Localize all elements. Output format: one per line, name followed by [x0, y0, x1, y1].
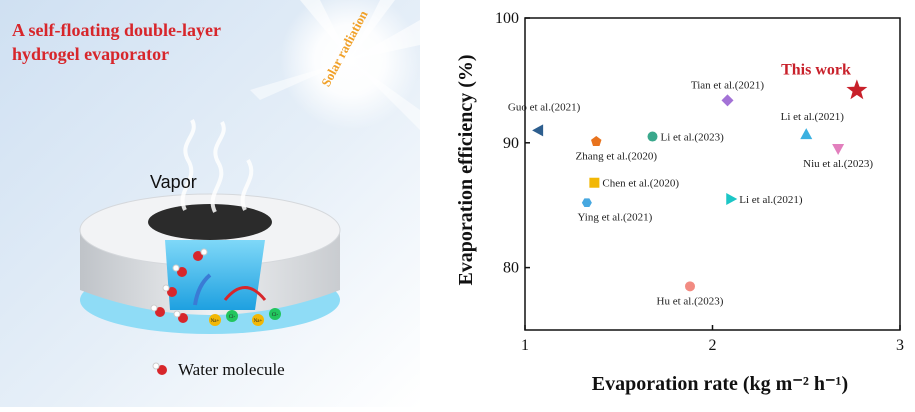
- data-label: Li et al.(2023): [661, 132, 725, 144]
- x-tick-label: 1: [521, 337, 529, 354]
- vapor-label: Vapor: [150, 172, 197, 192]
- y-tick-label: 80: [503, 260, 519, 277]
- data-point: [846, 79, 868, 100]
- illustration-graphic: Na+ Cl- Na+ Cl-: [0, 0, 420, 407]
- y-axis-label: Evaporation efficiency (%): [455, 54, 477, 285]
- y-tick-label: 90: [503, 135, 519, 152]
- ion-label: Na+: [211, 319, 220, 324]
- data-point: [589, 177, 600, 188]
- water-molecule-legend-icon: [157, 365, 167, 375]
- evaporation-chart: 1 2 3 80 90 100 This work Tian et al.(2021) Guo…: [420, 0, 915, 407]
- data-label: Chen et al.(2020): [602, 178, 679, 190]
- data-label: Tian et al.(2021): [691, 79, 765, 91]
- vapor-icon: [180, 119, 254, 213]
- sun-icon: [280, 0, 420, 130]
- data-label: Li et al.(2021): [739, 194, 803, 206]
- x-tick-label: 2: [709, 337, 717, 354]
- data-point: [647, 131, 658, 142]
- data-point: [800, 128, 813, 140]
- data-label: Zhang et al.(2020): [575, 151, 657, 163]
- water-molecule-icons: [150, 248, 208, 323]
- data-point: [581, 198, 592, 208]
- data-label: Hu et al.(2023): [657, 295, 724, 307]
- data-point: [726, 192, 738, 205]
- data-label: Li et al.(2021): [781, 111, 845, 123]
- water-section: [165, 240, 265, 310]
- data-point: [721, 94, 734, 107]
- evaporation-surface: [148, 204, 272, 240]
- chart-marks: This work Tian et al.(2021) Guo et al.(202…: [508, 61, 874, 307]
- data-point: [685, 281, 695, 292]
- data-point: [832, 144, 845, 156]
- ion-label: Cl-: [229, 315, 236, 320]
- data-label: Guo et al.(2021): [508, 101, 581, 113]
- ion-label: Na+: [254, 319, 263, 324]
- data-point: [532, 124, 544, 137]
- water-molecule-label: Water molecule: [178, 360, 285, 379]
- illustration-title-line2: hydrogel evaporator: [12, 44, 170, 64]
- data-label: Niu et al.(2023): [803, 158, 873, 170]
- y-tick-label: 100: [495, 10, 519, 27]
- data-label: This work: [781, 61, 851, 78]
- x-tick-label: 3: [896, 337, 904, 354]
- illustration-title-line1: A self-floating double-layer: [12, 20, 221, 40]
- evaporator-illustration: Na+ Cl- Na+ Cl- A self-floating double-l…: [0, 0, 420, 407]
- chart-svg: 1 2 3 80 90 100 This work Tian et al.(2021) Guo…: [455, 10, 904, 395]
- ion-label: Cl-: [272, 313, 279, 318]
- ion-arrow-icon: [223, 286, 267, 301]
- chart-axes: 1 2 3 80 90 100: [495, 10, 904, 354]
- x-axis-label: Evaporation rate (kg m⁻² h⁻¹): [592, 373, 848, 395]
- data-point: [591, 136, 602, 147]
- data-label: Ying et al.(2021): [577, 212, 652, 224]
- upward-arrow-icon: [193, 273, 212, 306]
- ion-icons: [209, 308, 281, 326]
